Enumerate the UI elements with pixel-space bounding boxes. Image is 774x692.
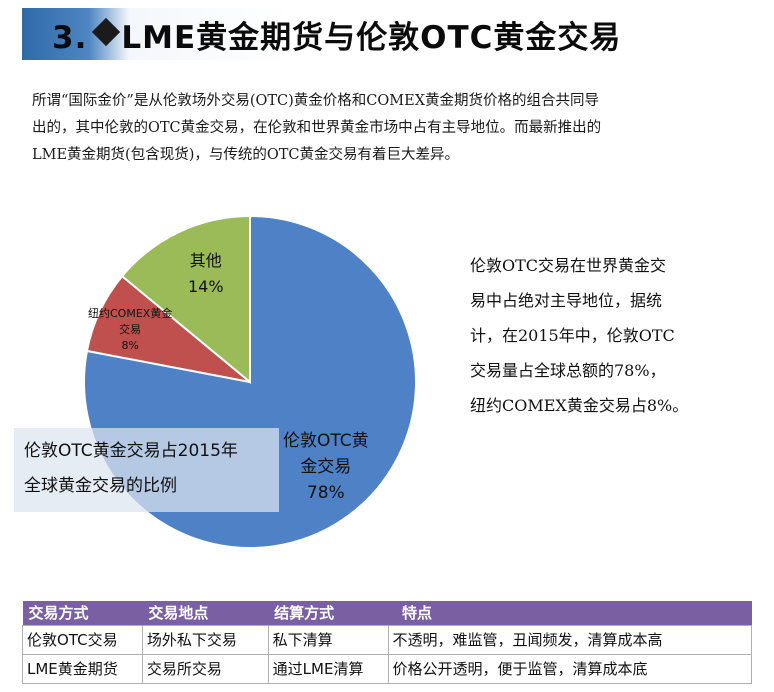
side-note: 伦敦OTC交易在世界黄金交 易中占绝对主导地位，据统 计，在2015年中，伦敦O… [470,248,755,423]
slice-label-line: 金交易 [300,457,352,477]
comparison-table: 交易方式 交易地点 结算方式 特点 伦敦OTC交易 场外私下交易 私下清算 不透… [22,601,753,684]
table-cell: 通过LME清算 [267,653,389,684]
side-note-line: 易中占绝对主导地位，据统 [470,291,663,310]
slice-value: 8% [121,339,139,352]
slice-label-line: 伦敦OTC黄 [283,431,369,451]
table-cell: 不透明，难监管，丑闻频发，清算成本高 [387,624,753,655]
caption-line: 伦敦OTC黄金交易占2015年 [24,441,238,461]
title-number: 3. [52,20,88,56]
slice-label-line: 其他 [189,251,222,270]
intro-line: 出的，其中伦敦的OTC黄金交易，在伦敦和世界黄金市场中占有主导地位。而最新推出的 [32,120,602,136]
side-note-line: 交易量占全球总额的78%， [470,361,666,380]
caption-line: 全球黄金交易的比例 [24,476,177,496]
slice-label-line: 交易 [119,323,142,336]
slice-label-comex: 纽约COMEX黄金 交易 8% [88,306,172,354]
table-header: 特点 [388,601,752,625]
slice-value: 78% [306,483,345,503]
slice-label-line: 纽约COMEX黄金 [88,307,173,320]
slice-value: 14% [188,277,224,296]
side-note-line: 纽约COMEX黄金交易占8%。 [470,396,689,415]
intro-line: LME黄金期货(包含现货)，与传统的OTC黄金交易有着巨大差异。 [32,147,460,163]
table-cell: 场外私下交易 [141,624,269,655]
pie-slice-other [120,214,251,385]
page-title: 3. LME黄金期货与伦敦OTC黄金交易 [52,12,621,57]
table-cell: 私下清算 [267,624,389,655]
intro-paragraph: 所谓“国际金价”是从伦敦场外交易(OTC)黄金价格和COMEX黄金期货价格的组合… [32,88,747,169]
table-cell: 交易所交易 [141,653,269,684]
table-row: LME黄金期货 交易所交易 通过LME清算 价格公开透明，便于监管，清算成本底 [22,653,753,684]
title-banner [22,8,692,60]
title-text: LME黄金期货与伦敦OTC黄金交易 [121,20,622,56]
table-cell: 伦敦OTC交易 [22,624,143,655]
table-header: 结算方式 [268,601,389,625]
table-cell: LME黄金期货 [22,653,143,684]
intro-line: 所谓“国际金价”是从伦敦场外交易(OTC)黄金价格和COMEX黄金期货价格的组合… [32,93,600,109]
table-row: 伦敦OTC交易 场外私下交易 私下清算 不透明，难监管，丑闻频发，清算成本高 [22,624,753,655]
slice-label-other: 其他 14% [188,248,224,300]
side-note-line: 伦敦OTC交易在世界黄金交 [470,256,667,275]
chart-caption: 伦敦OTC黄金交易占2015年 全球黄金交易的比例 [14,428,279,512]
slice-label-otc: 伦敦OTC黄 金交易 78% [283,428,369,506]
side-note-line: 计，在2015年中，伦敦OTC [470,326,675,345]
table-cell: 价格公开透明，便于监管，清算成本底 [387,653,753,684]
table-header-row: 交易方式 交易地点 结算方式 特点 [22,601,752,625]
table-header: 交易地点 [142,601,269,625]
table-header: 交易方式 [22,601,143,625]
